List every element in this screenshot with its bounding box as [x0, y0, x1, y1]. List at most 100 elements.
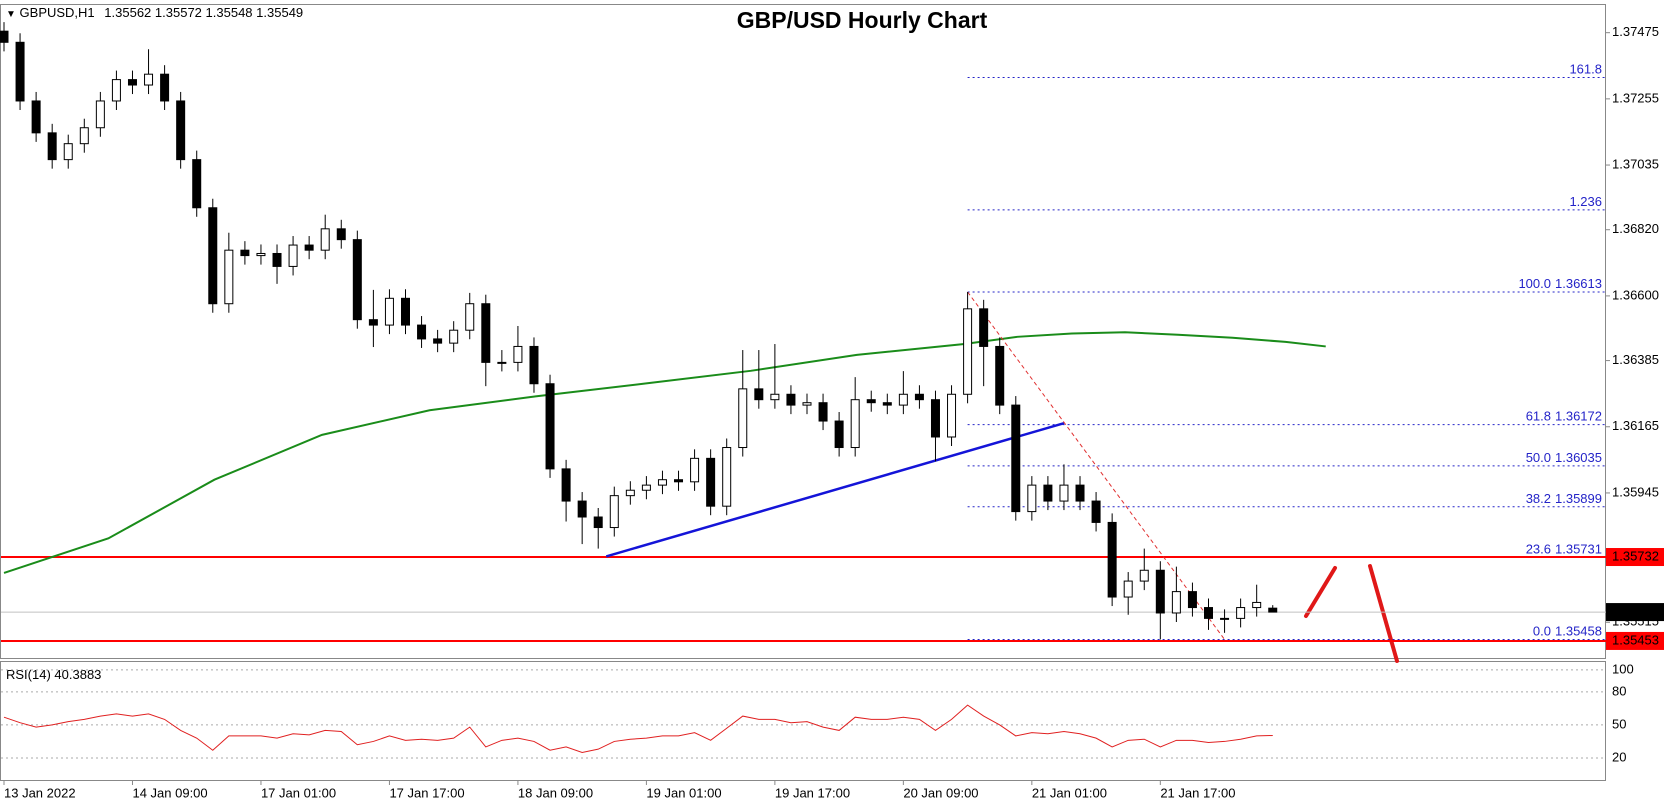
candle-body	[160, 73, 170, 102]
fib-level: 100.0	[1518, 276, 1551, 291]
candle-body	[722, 447, 732, 507]
candle-body	[95, 100, 105, 129]
candle-body	[272, 252, 282, 267]
candle-body	[1123, 580, 1133, 598]
header: ▼ GBPUSD,H1 1.35562 1.35572 1.35548 1.35…	[6, 5, 303, 20]
candle-body	[481, 303, 491, 363]
candle-body	[1059, 484, 1069, 502]
candle-body	[1139, 569, 1149, 582]
candle-body	[63, 143, 73, 161]
candle-body	[898, 393, 908, 406]
candle-body	[930, 399, 940, 438]
trend-line	[605, 421, 1065, 558]
y-tick-label: 1.37035	[1612, 156, 1659, 171]
arrows	[1304, 564, 1399, 663]
fib-level-label: 0.0 1.35458	[1533, 624, 1602, 639]
candle-body	[240, 249, 250, 257]
fib-level: 50.0	[1526, 450, 1551, 465]
last-price-label: 1.35549	[1612, 604, 1659, 619]
candle-body	[320, 228, 330, 251]
level-label: 1.35453	[1612, 632, 1659, 647]
fib-level: 61.8	[1526, 409, 1551, 424]
rsi-label: RSI(14)	[6, 667, 51, 682]
fib-level-label: 161.8	[1569, 62, 1602, 77]
candle-body	[979, 308, 989, 347]
candle-body	[995, 345, 1005, 406]
candle-body	[304, 244, 314, 251]
fib-level-label: 50.0 1.36035	[1526, 450, 1602, 465]
candle-body	[336, 228, 346, 241]
y-tick-label: 1.37255	[1612, 90, 1659, 105]
y-tick-label: 1.36820	[1612, 221, 1659, 236]
x-tick-label: 19 Jan 17:00	[775, 785, 850, 800]
candle-body	[449, 329, 459, 344]
rsi-tick-label: 20	[1612, 749, 1626, 764]
level-label-box	[1606, 631, 1664, 650]
candle-body	[770, 393, 780, 401]
candle-body	[0, 30, 9, 43]
y-tick-label: 1.36600	[1612, 287, 1659, 302]
candle-body	[850, 399, 860, 449]
candle-body	[1220, 617, 1230, 620]
candle-body	[288, 244, 298, 267]
candle-body	[111, 79, 121, 102]
candle-body	[529, 345, 539, 385]
candle-body	[1171, 591, 1181, 614]
x-tick-label: 13 Jan 2022	[4, 785, 76, 800]
fib-price: 1.36613	[1555, 276, 1602, 291]
x-tick-label: 21 Jan 17:00	[1160, 785, 1235, 800]
fib-line	[967, 291, 1225, 640]
candle-body	[47, 132, 57, 161]
candle-body	[192, 159, 202, 209]
candle-body	[1204, 607, 1213, 619]
candle-body	[593, 516, 603, 529]
candle-body	[674, 479, 684, 483]
candle-body	[914, 393, 924, 401]
fib-level-label: 100.0 1.36613	[1518, 276, 1602, 291]
x-tick-label: 19 Jan 01:00	[646, 785, 721, 800]
candle-body	[963, 308, 973, 395]
x-tick-label: 18 Jan 09:00	[518, 785, 593, 800]
candle-body	[1236, 607, 1246, 619]
candle-body	[754, 388, 764, 401]
y-tick-label: 1.36385	[1612, 352, 1659, 367]
candle-body	[15, 41, 25, 102]
candle-body	[513, 345, 523, 363]
candle-body	[802, 402, 812, 406]
rsi-line	[3, 704, 1273, 753]
candle-body	[706, 457, 716, 507]
candle-body	[641, 484, 651, 491]
candle-body	[208, 207, 218, 305]
last-price-box	[1606, 603, 1664, 622]
candle-body	[738, 388, 748, 449]
candle-body	[545, 383, 555, 470]
candle-body	[1187, 591, 1197, 609]
candle-body	[657, 479, 667, 486]
candle-body	[1252, 601, 1262, 609]
candle-body	[947, 393, 957, 438]
x-tick-label: 21 Jan 01:00	[1032, 785, 1107, 800]
fib-level-label: 38.2 1.35899	[1526, 491, 1602, 506]
y-tick-label: 1.35945	[1612, 484, 1659, 499]
y-tick-label: 1.36165	[1612, 418, 1659, 433]
fib-price: 1.35458	[1555, 624, 1602, 639]
candle-body	[79, 127, 89, 145]
fib-level-label: 23.6 1.35731	[1526, 542, 1602, 557]
candle-body	[609, 495, 619, 529]
candle-body	[786, 393, 796, 406]
candle-body	[1043, 484, 1053, 502]
candle-body	[1011, 404, 1021, 513]
candle-body	[882, 402, 892, 406]
candle-body	[144, 73, 154, 86]
fib-level: 0.0	[1533, 624, 1551, 639]
candle-body	[1268, 607, 1278, 613]
candle-body	[1155, 569, 1165, 614]
fib-level: 1.236	[1569, 194, 1602, 209]
last-close: 1.35549	[256, 5, 303, 20]
rsi-panel	[0, 661, 1606, 781]
fib-price: 1.35899	[1555, 491, 1602, 506]
rsi-header: RSI(14) 40.3883	[6, 667, 101, 682]
candle-body	[818, 402, 828, 422]
fib-level-label: 1.236	[1569, 194, 1602, 209]
